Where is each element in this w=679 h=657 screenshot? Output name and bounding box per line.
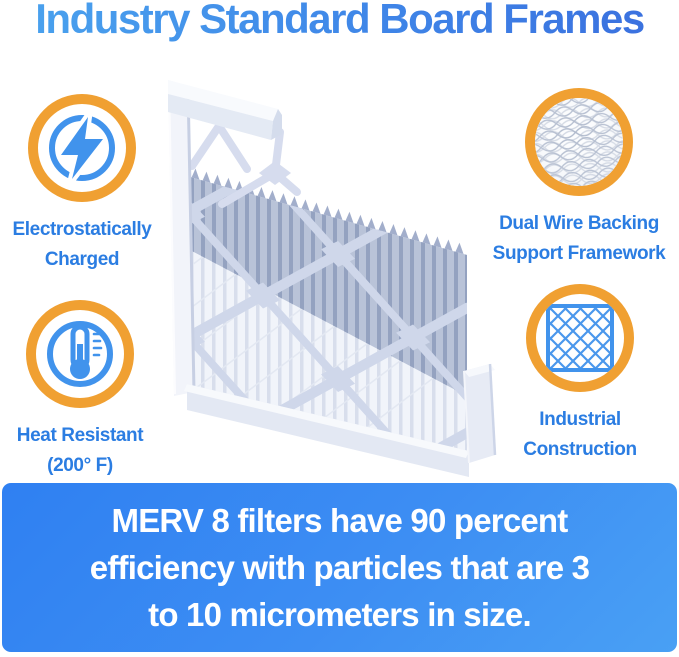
feature-industrial: Industrial Construction [500, 284, 660, 465]
lightning-icon [49, 113, 115, 183]
feature-label-line: Industrial [539, 409, 621, 430]
banner-text-line: efficiency with particles that are 3 [89, 549, 590, 586]
feature-badge [525, 88, 633, 196]
feature-label-line: Electrostatically [12, 219, 152, 240]
banner-text-line: MERV 8 filters have 90 percent [111, 502, 569, 539]
feature-heat-resistant: Heat Resistant (200° F) [0, 300, 160, 481]
banner-text-line: to 10 micrometers in size. [148, 596, 532, 633]
feature-badge [28, 94, 136, 202]
feature-label: Industrial Construction [523, 405, 637, 465]
lattice-grid-icon [546, 304, 614, 372]
page-title: Industry Standard Board Frames [0, 0, 679, 44]
info-banner: MERV 8 filters have 90 percent efficienc… [2, 483, 677, 652]
feature-label-line: Heat Resistant [16, 425, 144, 446]
wire-mesh-icon [535, 98, 623, 186]
pleated-air-filter-illustration [168, 80, 497, 477]
feature-label-line: Construction [523, 439, 637, 460]
feature-wire-backing: Dual Wire Backing Support Framework [493, 88, 666, 269]
thermometer-icon [47, 321, 113, 387]
feature-electrostatic: Electrostatically Charged [2, 94, 162, 275]
feature-label-line: Support Framework [492, 243, 666, 264]
feature-label-line: Charged [44, 249, 120, 270]
feature-label: Heat Resistant (200° F) [16, 421, 144, 481]
feature-label-line: Dual Wire Backing [499, 213, 659, 234]
feature-label: Electrostatically Charged [13, 215, 152, 275]
feature-badge [526, 284, 634, 392]
feature-badge [26, 300, 134, 408]
feature-label: Dual Wire Backing Support Framework [493, 209, 666, 269]
feature-label-line: (200° F) [47, 455, 113, 476]
